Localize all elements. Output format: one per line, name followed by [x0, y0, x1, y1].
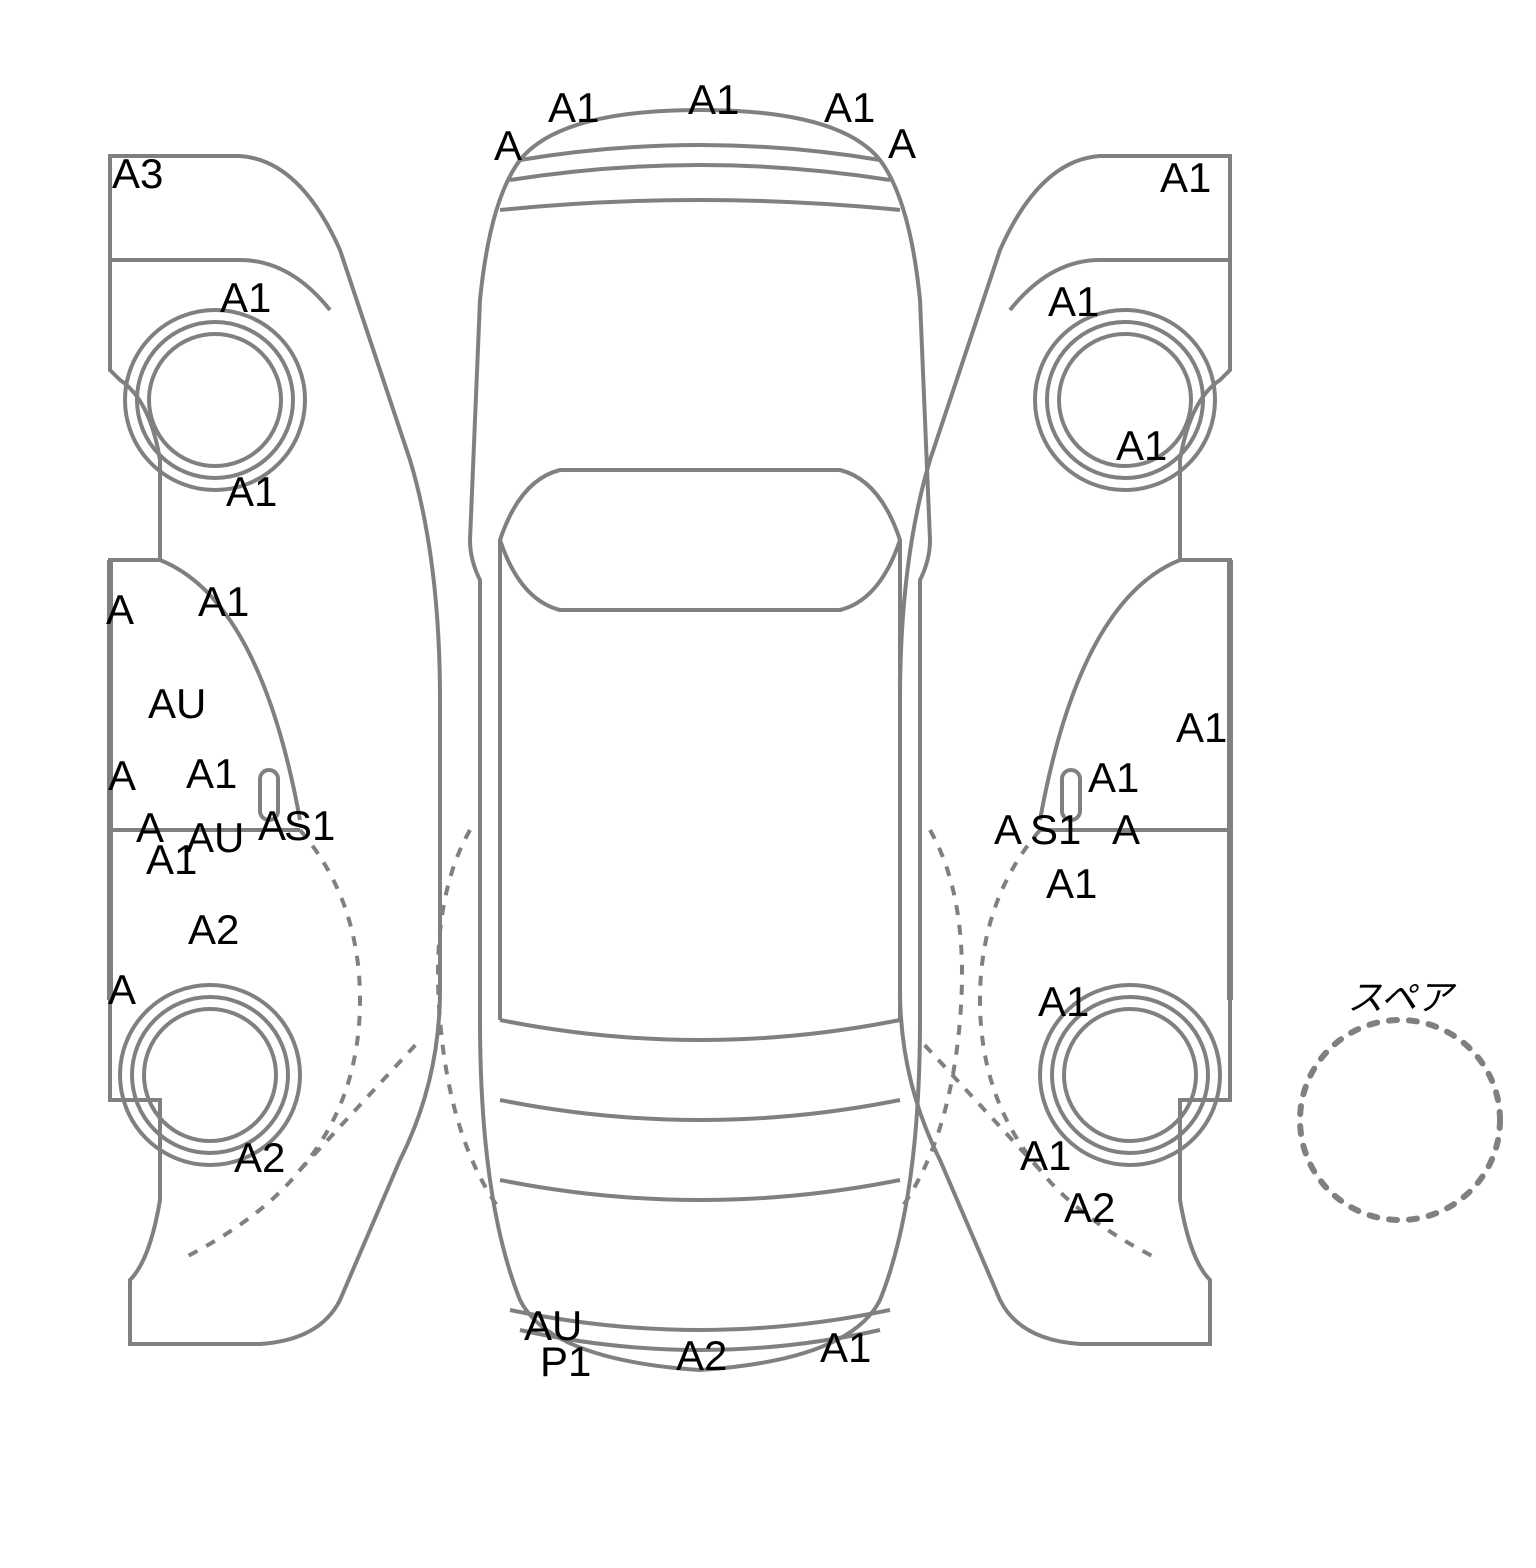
damage-code-label: A2: [676, 1332, 727, 1379]
damage-code-label: A1: [1038, 978, 1089, 1025]
damage-code-label: A1: [688, 76, 739, 123]
damage-code-label: A1: [146, 836, 197, 883]
damage-code-label: A2: [188, 906, 239, 953]
damage-code-label: A1: [1176, 704, 1227, 751]
spare-tire: スペア: [1300, 977, 1500, 1220]
damage-code-label: A2: [234, 1134, 285, 1181]
damage-code-label: A1: [548, 84, 599, 131]
damage-code-label: A1: [824, 84, 875, 131]
damage-code-label: A: [108, 966, 136, 1013]
damage-code-label: A1: [186, 750, 237, 797]
damage-code-label: A1: [226, 468, 277, 515]
damage-code-label: A1: [1116, 422, 1167, 469]
damage-code-label: A1: [1048, 278, 1099, 325]
damage-code-label: A: [1112, 806, 1140, 853]
damage-code-label: A3: [112, 150, 163, 197]
damage-code-label: S1: [1030, 806, 1081, 853]
damage-code-label: AU: [148, 680, 206, 727]
damage-code-label: A1: [220, 274, 271, 321]
damage-code-label: A1: [198, 578, 249, 625]
damage-code-label: A1: [1020, 1132, 1071, 1179]
damage-code-label: A2: [1064, 1184, 1115, 1231]
damage-code-label: A: [108, 752, 136, 799]
damage-code-label: P1: [540, 1338, 591, 1385]
car-top-view: [438, 110, 962, 1370]
spare-label: スペア: [1347, 977, 1456, 1018]
damage-code-label: A1: [1046, 860, 1097, 907]
damage-code-label: A: [494, 122, 522, 169]
damage-code-label: A: [994, 806, 1022, 853]
damage-code-label: A1: [1088, 754, 1139, 801]
damage-code-label: A: [258, 802, 286, 849]
damage-code-label: A1: [1160, 154, 1211, 201]
damage-code-label: S1: [284, 802, 335, 849]
damage-code-label: A1: [820, 1324, 871, 1371]
damage-code-label: A: [106, 586, 134, 633]
vehicle-damage-diagram: スペア A3A1A1AA1AUAA1AAUAS1A1A2AA2A1A1A1AAA…: [0, 0, 1536, 1568]
damage-code-label: A: [888, 120, 916, 167]
